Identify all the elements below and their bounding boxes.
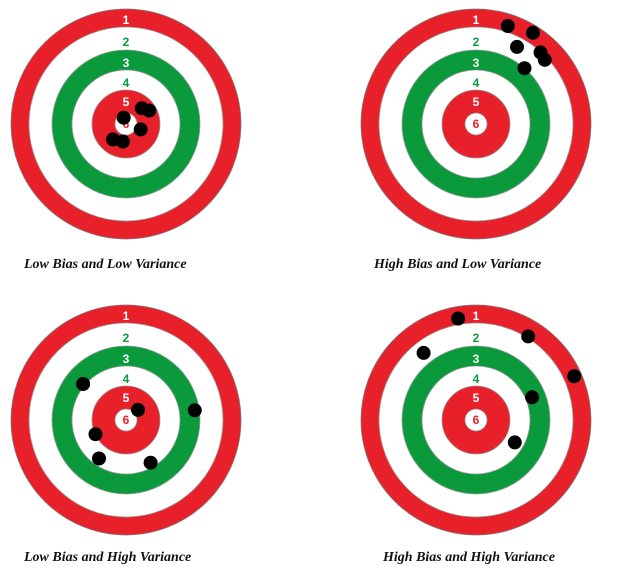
ring-label-1: 1 [123, 13, 130, 27]
shot-2 [526, 25, 540, 40]
caption-low-bias-low-variance: Low Bias and Low Variance [24, 257, 187, 272]
shot-5 [537, 52, 552, 67]
ring-label-2: 2 [123, 35, 130, 49]
ring-label-2: 2 [123, 331, 130, 345]
shot-5 [92, 451, 106, 466]
ring-label-3: 3 [123, 352, 130, 366]
ring-label-4: 4 [123, 372, 130, 386]
ring-label-4: 4 [473, 76, 480, 90]
shot-3 [131, 402, 145, 417]
shot-2 [187, 403, 202, 418]
ring-label-4: 4 [123, 76, 130, 90]
ring-6 [464, 408, 488, 432]
ring-6 [464, 112, 488, 136]
shot-1 [76, 377, 91, 391]
shot-6 [517, 61, 532, 76]
shot-4 [525, 390, 540, 405]
shot-3 [567, 369, 582, 384]
shot-5 [416, 345, 431, 360]
ring-label-1: 1 [473, 13, 480, 27]
ring-label-3: 3 [123, 56, 130, 70]
ring-label-1: 1 [473, 309, 480, 323]
shot-1 [451, 311, 466, 326]
target-high-bias-high-variance: 1 2 3 4 5 6 [360, 304, 592, 536]
shot-6 [106, 132, 120, 147]
ring-label-6: 6 [123, 413, 130, 427]
shot-2 [142, 103, 157, 118]
shot-6 [507, 435, 522, 450]
caption-high-bias-low-variance: High Bias and Low Variance [374, 257, 542, 272]
caption-low-bias-high-variance: Low Bias and High Variance [24, 550, 192, 565]
ring-label-5: 5 [123, 391, 130, 405]
shot-1 [500, 19, 515, 33]
ring-label-2: 2 [473, 331, 480, 345]
ring-6 [114, 408, 138, 432]
target-panel-low-bias-high-variance: 1 2 3 4 5 6 [6, 300, 246, 540]
ring-label-6: 6 [473, 117, 480, 131]
shot-4 [133, 122, 148, 137]
ring-label-4: 4 [473, 372, 480, 386]
target-panel-high-bias-low-variance: 1 2 3 4 5 6 [356, 4, 596, 244]
ring-label-6: 6 [473, 413, 480, 427]
ring-label-5: 5 [123, 95, 130, 109]
shot-2 [521, 329, 536, 344]
shot-3 [116, 110, 131, 125]
ring-label-2: 2 [473, 35, 480, 49]
ring-label-3: 3 [473, 56, 480, 70]
ring-label-5: 5 [473, 391, 480, 405]
caption-high-bias-high-variance: High Bias and High Variance [383, 550, 555, 565]
ring-label-3: 3 [473, 352, 480, 366]
target-low-bias-high-variance: 1 2 3 4 5 6 [10, 304, 242, 536]
shot-6 [143, 455, 158, 470]
shot-4 [88, 427, 103, 442]
ring-label-1: 1 [123, 309, 130, 323]
shot-4 [510, 39, 524, 54]
target-high-bias-low-variance: 1 2 3 4 5 6 [360, 8, 592, 240]
ring-label-5: 5 [473, 95, 480, 109]
target-panel-high-bias-high-variance: 1 2 3 4 5 6 [356, 300, 596, 540]
